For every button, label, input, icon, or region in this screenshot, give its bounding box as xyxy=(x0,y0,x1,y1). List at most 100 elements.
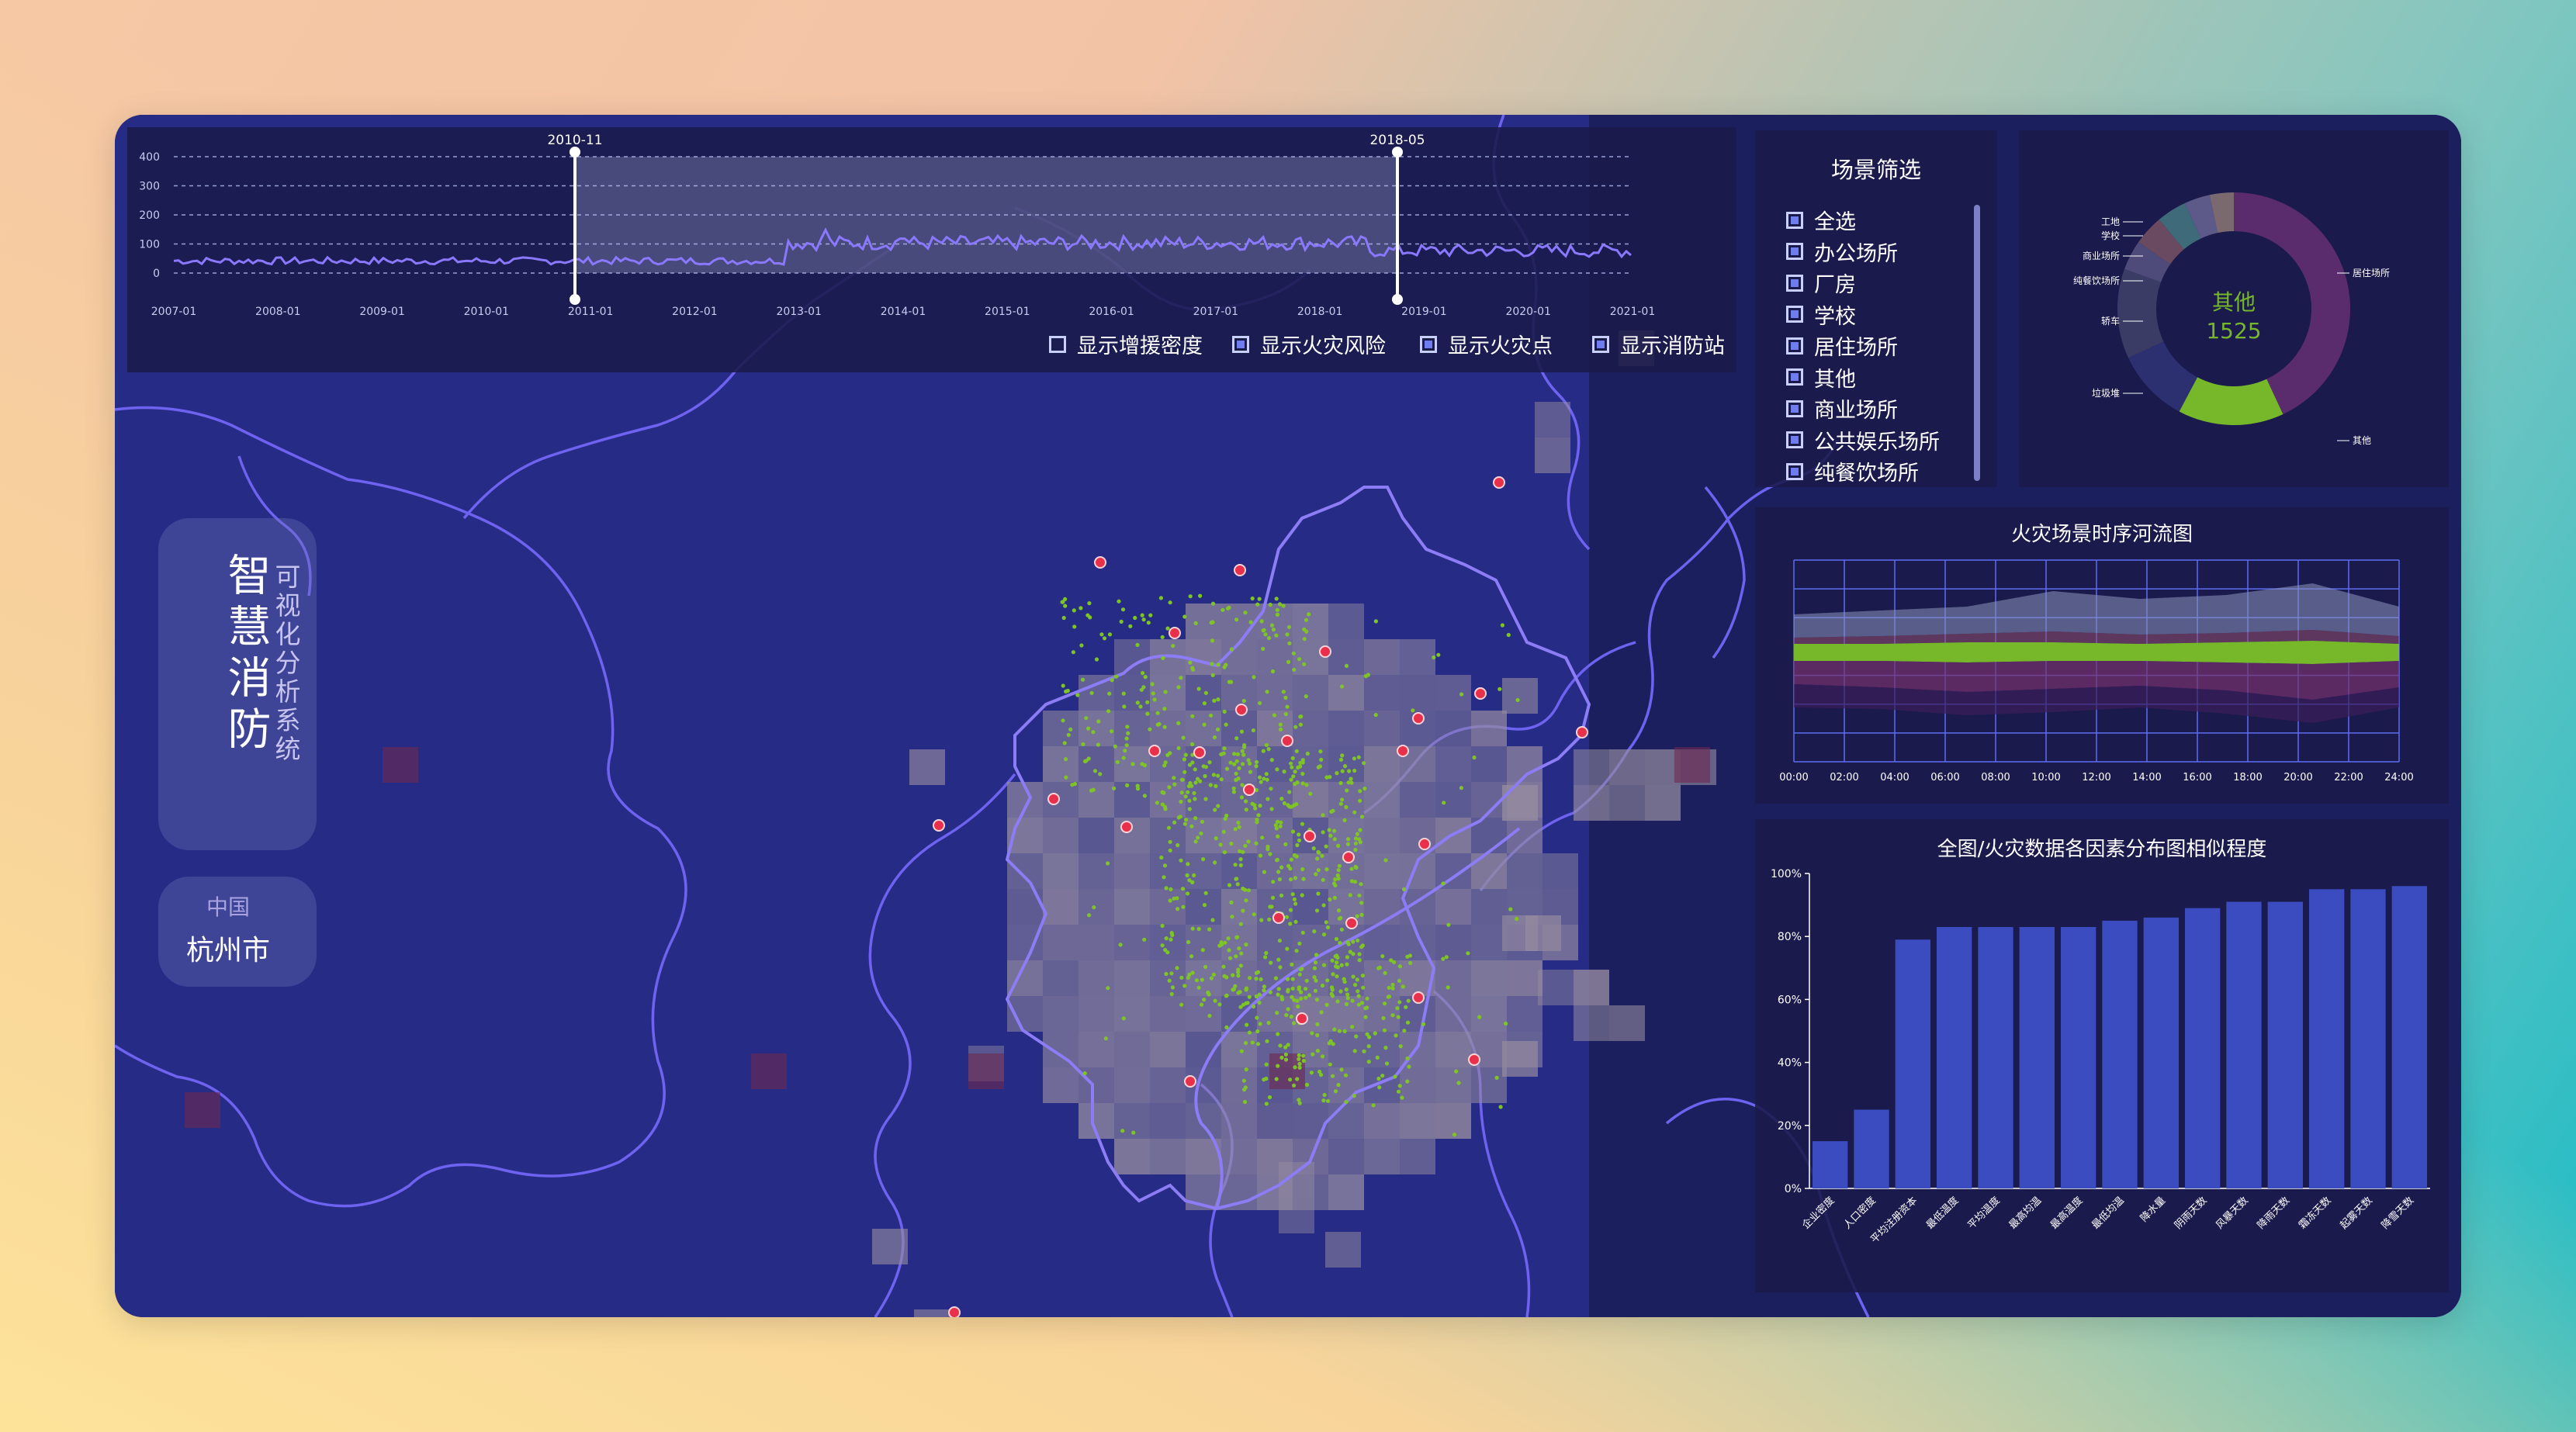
toggle-option[interactable]: 显示火灾点 xyxy=(1420,329,1553,359)
checkbox[interactable] xyxy=(1786,400,1803,417)
range-handle-start-bottom[interactable] xyxy=(570,294,580,305)
fire-station-marker[interactable] xyxy=(1468,1053,1480,1066)
checkbox[interactable] xyxy=(1232,335,1249,353)
fire-station-marker[interactable] xyxy=(1342,851,1355,863)
stream-layer[interactable] xyxy=(1794,684,2399,723)
checkbox[interactable] xyxy=(1786,306,1803,323)
stream-layer[interactable] xyxy=(1794,641,2399,664)
fire-point xyxy=(1159,855,1164,860)
range-handle-start-top[interactable] xyxy=(570,147,580,157)
fire-point xyxy=(1307,993,1312,998)
scene-filter-item[interactable]: 其他 xyxy=(1786,362,1856,393)
scene-filter-item[interactable]: 居住场所 xyxy=(1786,330,1898,361)
fire-station-marker[interactable] xyxy=(1418,838,1431,850)
checkbox[interactable] xyxy=(1786,368,1803,386)
fire-station-marker[interactable] xyxy=(1094,556,1106,569)
bar[interactable] xyxy=(1978,927,2013,1188)
donut-slice[interactable] xyxy=(2138,220,2184,265)
bar[interactable] xyxy=(2226,901,2262,1188)
toggle-option[interactable]: 显示消防站 xyxy=(1592,329,1725,359)
checkbox[interactable] xyxy=(1786,274,1803,292)
checkbox[interactable] xyxy=(1786,211,1803,229)
fire-point xyxy=(1289,1015,1293,1019)
donut-slice[interactable] xyxy=(2159,203,2201,250)
scene-filter-item[interactable]: 商业场所 xyxy=(1786,393,1898,424)
fire-station-marker[interactable] xyxy=(1148,745,1161,757)
checkbox[interactable] xyxy=(1786,462,1803,480)
bar[interactable] xyxy=(1937,927,1972,1188)
checkbox[interactable] xyxy=(1786,243,1803,260)
fire-station-marker[interactable] xyxy=(1576,726,1588,738)
scene-filter-item[interactable]: 办公场所 xyxy=(1786,237,1898,267)
fire-point xyxy=(1202,903,1207,908)
scene-filter-item[interactable]: 学校 xyxy=(1786,299,1856,330)
fire-station-marker[interactable] xyxy=(1193,746,1206,759)
stream-layer[interactable] xyxy=(1794,630,2399,644)
checkbox[interactable] xyxy=(1420,335,1437,353)
bar[interactable] xyxy=(1895,939,1930,1188)
checkbox[interactable] xyxy=(1049,335,1066,353)
donut-slice[interactable] xyxy=(2124,241,2171,282)
fire-station-marker[interactable] xyxy=(1493,476,1505,489)
scene-filter-item[interactable]: 纯餐饮场所 xyxy=(1786,456,1919,486)
range-handle-end-bottom[interactable] xyxy=(1392,294,1403,305)
checkbox[interactable] xyxy=(1592,335,1609,353)
fire-station-marker[interactable] xyxy=(1235,704,1248,716)
bar[interactable] xyxy=(2143,917,2179,1188)
fire-station-marker[interactable] xyxy=(1397,745,1409,757)
bar[interactable] xyxy=(2309,889,2345,1188)
fire-station-marker[interactable] xyxy=(1184,1075,1196,1088)
fire-point xyxy=(1353,982,1358,988)
fire-station-marker[interactable] xyxy=(1272,911,1285,924)
checkbox[interactable] xyxy=(1786,431,1803,448)
donut-slice[interactable] xyxy=(2179,377,2283,425)
scene-filter-item[interactable]: 厂房 xyxy=(1786,268,1856,298)
stream-layer[interactable] xyxy=(1794,583,2399,638)
fire-station-marker[interactable] xyxy=(933,819,945,832)
scene-filter-item[interactable]: 全选 xyxy=(1786,205,1856,235)
scene-filter-item[interactable]: 公共娱乐场所 xyxy=(1786,425,1940,455)
fire-station-marker[interactable] xyxy=(1474,687,1487,700)
bar[interactable] xyxy=(2185,908,2221,1188)
fire-station-marker[interactable] xyxy=(1234,564,1246,576)
fire-station-marker[interactable] xyxy=(1281,735,1293,747)
fire-station-marker[interactable] xyxy=(948,1306,961,1317)
fire-station-marker[interactable] xyxy=(1047,793,1060,805)
donut-slice[interactable] xyxy=(2117,268,2164,358)
fire-scene-stream-graph[interactable]: 00:00 02:00 04:00 06:00 08:00 10:00 12:00 14:00… xyxy=(1755,507,2449,804)
fire-point xyxy=(1397,964,1402,969)
fire-station-marker[interactable] xyxy=(1243,783,1255,796)
bar[interactable] xyxy=(2350,889,2386,1188)
donut-slice[interactable] xyxy=(2128,341,2198,412)
bar[interactable] xyxy=(2267,901,2303,1188)
fire-station-marker[interactable] xyxy=(1345,917,1358,929)
timeline-chart[interactable]: 400 300 200 100 0 2007-01 2008-01 2009-01 2010-0… xyxy=(127,127,1736,372)
fire-station-marker[interactable] xyxy=(1304,830,1316,842)
fire-station-marker[interactable] xyxy=(1120,821,1133,833)
fire-point xyxy=(1199,831,1203,835)
donut-slice[interactable] xyxy=(2234,192,2350,414)
fire-station-marker[interactable] xyxy=(1412,991,1425,1004)
bar[interactable] xyxy=(2391,886,2427,1188)
range-handle-end-top[interactable] xyxy=(1392,147,1403,157)
donut-slice[interactable] xyxy=(2209,192,2234,233)
fire-station-marker[interactable] xyxy=(1319,645,1331,658)
fire-station-marker[interactable] xyxy=(1296,1012,1308,1025)
bar[interactable] xyxy=(2019,927,2055,1188)
scene-filter-scrollbar[interactable] xyxy=(1974,205,1980,481)
bar[interactable] xyxy=(1813,1141,1848,1188)
donut-slice[interactable] xyxy=(2184,195,2218,239)
bar[interactable] xyxy=(1854,1109,1889,1189)
stream-layer[interactable] xyxy=(1794,661,2399,700)
selected-range[interactable] xyxy=(575,157,1397,273)
location-card[interactable]: 中国 杭州市 xyxy=(158,877,317,987)
fire-station-marker[interactable] xyxy=(1169,627,1181,639)
fire-station-marker[interactable] xyxy=(1412,712,1425,725)
toggle-option[interactable]: 显示增援密度 xyxy=(1049,329,1203,359)
checkbox[interactable] xyxy=(1786,337,1803,355)
toggle-option[interactable]: 显示火灾风险 xyxy=(1232,329,1386,359)
bar[interactable] xyxy=(2061,927,2096,1188)
bar[interactable] xyxy=(2102,920,2138,1188)
